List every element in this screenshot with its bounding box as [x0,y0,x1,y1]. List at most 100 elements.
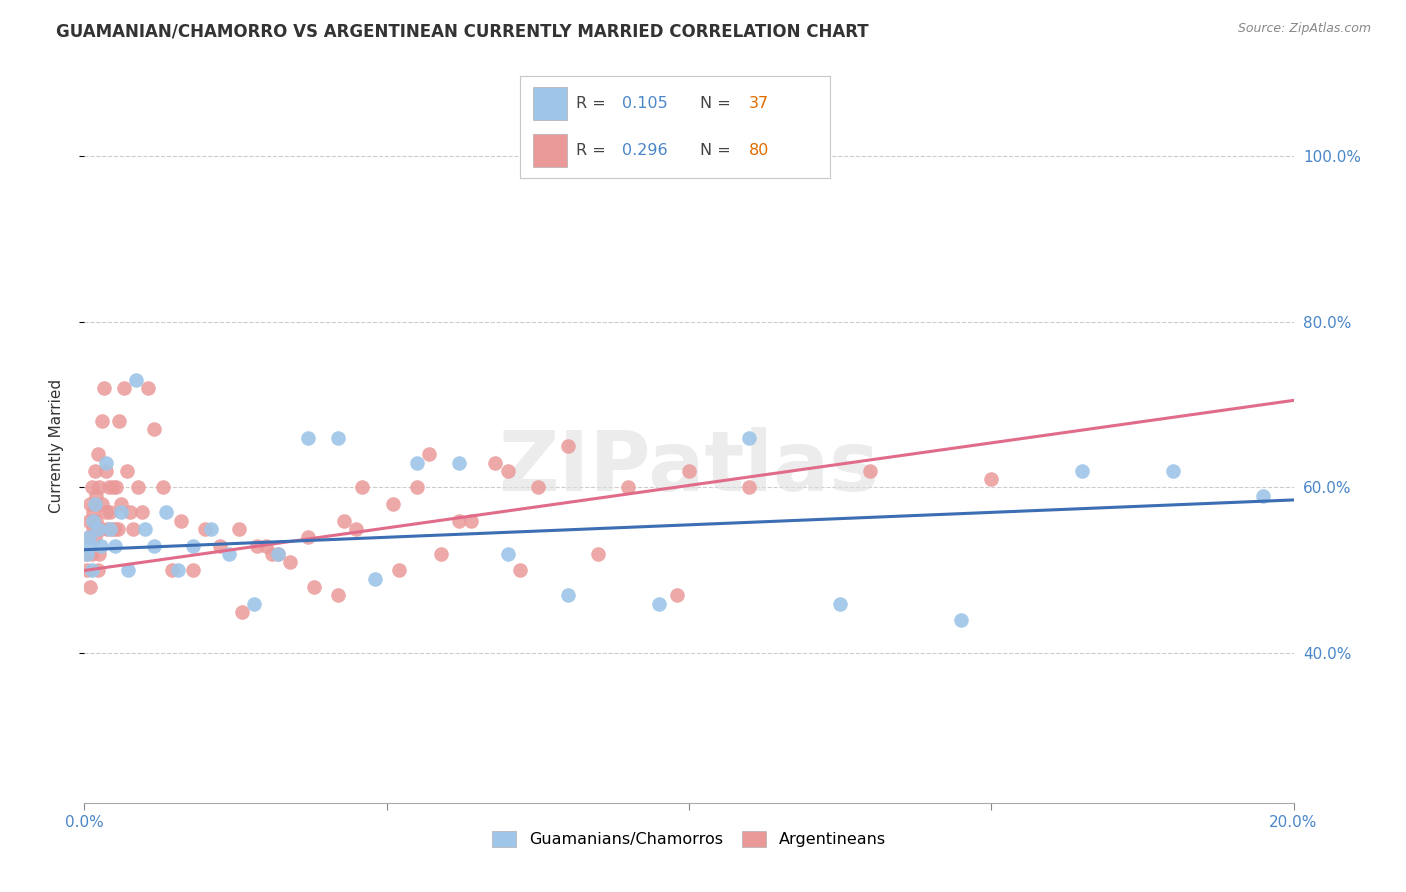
Point [80,564,103,578]
Point [125,373,148,387]
Point [110,497,132,511]
Point [254,539,277,553]
Point [104,539,127,553]
Point [738,431,761,445]
Point [104,522,127,536]
Y-axis label: Currently Married: Currently Married [49,379,63,513]
Point [94,456,117,470]
Point [83,464,105,478]
Point [91,414,114,428]
Text: R =: R = [576,96,610,111]
Point [557,439,579,453]
Text: GUAMANIAN/CHAMORRO VS ARGENTINEAN CURRENTLY MARRIED CORRELATION CHART: GUAMANIAN/CHAMORRO VS ARGENTINEAN CURREN… [56,22,869,40]
Point [82,505,104,519]
Point [496,464,519,478]
Point [460,514,482,528]
Point [738,481,761,495]
Point [406,456,429,470]
Point [118,505,141,519]
Point [117,564,139,578]
Point [200,522,222,536]
Point [142,539,165,553]
Text: 80: 80 [749,144,769,158]
Point [75,547,97,561]
Point [86,522,108,536]
Point [121,522,143,536]
Text: N =: N = [700,144,735,158]
Point [86,447,108,461]
Point [76,547,98,561]
Point [79,497,101,511]
Point [228,522,250,536]
Point [484,456,506,470]
Point [449,456,471,470]
Point [86,514,108,528]
Point [110,505,132,519]
Point [859,464,882,478]
Point [328,431,350,445]
Point [496,547,519,561]
Point [80,547,103,561]
Point [328,588,350,602]
Point [98,505,121,519]
Point [830,597,852,611]
Point [108,414,131,428]
FancyBboxPatch shape [533,87,567,120]
Point [418,447,440,461]
Point [267,547,290,561]
Point [665,588,688,602]
Point [89,481,111,495]
Point [297,530,319,544]
Text: Source: ZipAtlas.com: Source: ZipAtlas.com [1237,22,1371,36]
Point [91,497,114,511]
Point [363,572,385,586]
Point [242,597,264,611]
Point [76,564,98,578]
Point [86,489,108,503]
Point [104,481,127,495]
Point [136,381,159,395]
Point [980,472,1002,486]
Point [170,514,193,528]
Point [134,522,156,536]
Point [152,481,174,495]
Point [381,497,404,511]
Point [96,522,118,536]
Legend: Guamanians/Chamorros, Argentineans: Guamanians/Chamorros, Argentineans [484,823,894,855]
Point [115,464,138,478]
Point [950,613,973,627]
Text: R =: R = [576,144,610,158]
Point [77,530,100,544]
Point [98,522,121,536]
Point [1071,464,1094,478]
Point [352,481,374,495]
Point [588,547,610,561]
Point [160,564,183,578]
Point [388,564,411,578]
Point [449,514,471,528]
Point [77,530,100,544]
Point [94,505,117,519]
Point [93,381,115,395]
Point [527,481,550,495]
Point [100,522,122,536]
Point [346,522,368,536]
Point [617,481,640,495]
Point [194,522,217,536]
Point [89,547,111,561]
Point [131,505,153,519]
Point [648,597,671,611]
Point [260,547,283,561]
Point [278,555,301,569]
Point [1253,489,1275,503]
Point [218,547,240,561]
Point [77,514,100,528]
Point [79,580,101,594]
Point [509,564,531,578]
Point [97,481,120,495]
Point [246,539,269,553]
Point [112,381,135,395]
Text: N =: N = [700,96,735,111]
Point [678,464,700,478]
Point [90,539,112,553]
